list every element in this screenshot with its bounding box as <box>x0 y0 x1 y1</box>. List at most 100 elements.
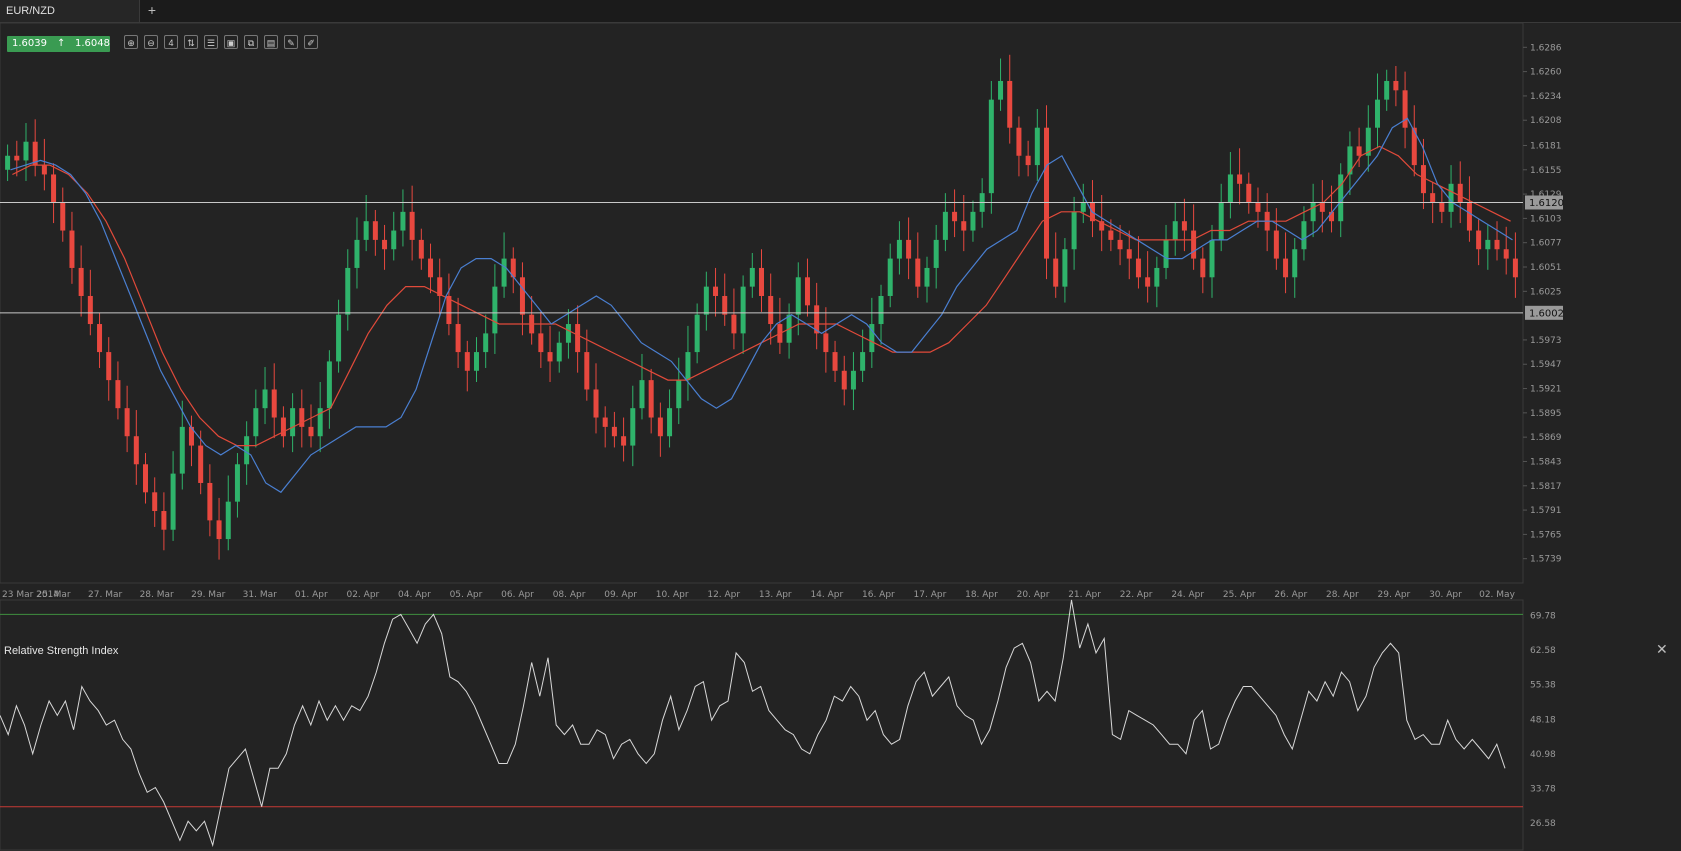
price-tick-label: 1.6260 <box>1530 68 1562 78</box>
candle-body <box>161 511 167 530</box>
ask-price: 1.6048 <box>75 38 110 49</box>
candle-body <box>722 295 728 315</box>
price-tick-label: 1.5765 <box>1530 530 1562 540</box>
price-tick-label: 1.6286 <box>1530 43 1562 53</box>
candle-body <box>933 239 939 268</box>
candle-body <box>906 239 912 259</box>
candle-body <box>354 239 360 268</box>
price-tick-label: 1.5921 <box>1530 385 1562 395</box>
zoom-out-icon[interactable]: ⊖ <box>144 35 158 49</box>
candle-body <box>814 305 820 334</box>
candle-body <box>804 277 810 306</box>
candle-body <box>768 295 774 325</box>
candle-body <box>942 211 948 240</box>
candle-body <box>382 239 388 250</box>
candle-body <box>51 174 57 203</box>
candle-body <box>1181 221 1187 231</box>
rsi-tick-label: 26.58 <box>1530 819 1556 829</box>
candle-body <box>446 295 452 325</box>
date-label: 23 Mar 2014 <box>2 590 59 600</box>
period-icon[interactable]: 4 <box>164 35 178 49</box>
candle-body <box>795 277 801 315</box>
candle-body <box>1347 146 1353 175</box>
date-label: 05. Apr <box>450 590 483 600</box>
candle-body <box>593 389 599 418</box>
candle-body <box>510 258 516 278</box>
candle-body <box>1099 221 1105 231</box>
candle-body <box>1439 202 1445 212</box>
quote-box[interactable]: 1.6039 ↑ 1.6048 <box>7 36 110 52</box>
date-label: 06. Apr <box>501 590 534 600</box>
candle-body <box>1466 202 1472 231</box>
candle-body <box>1402 90 1408 128</box>
candle-body <box>188 426 194 446</box>
candle-body <box>317 408 323 437</box>
candle-body <box>1117 239 1123 250</box>
candle-body <box>207 482 213 521</box>
candle-body <box>152 492 158 512</box>
candle-body <box>1080 202 1086 212</box>
price-tick-label: 1.6103 <box>1530 214 1562 224</box>
add-tab-button[interactable]: + <box>147 2 157 18</box>
candle-body <box>1430 193 1436 203</box>
date-label: 25. Mar <box>36 590 70 600</box>
date-label: 20. Apr <box>1017 590 1050 600</box>
tab-eur-nzd[interactable]: EUR/NZD <box>0 0 140 22</box>
candle-body <box>1384 80 1390 100</box>
candle-body <box>685 352 691 381</box>
candle-body <box>519 277 525 315</box>
price-tick-label: 1.5895 <box>1530 409 1562 419</box>
candles-icon[interactable]: ⇅ <box>184 35 198 49</box>
candle-body <box>143 464 149 493</box>
candle-body <box>1273 230 1279 259</box>
candle-body <box>961 221 967 231</box>
draw-icon[interactable]: ✎ <box>284 35 298 49</box>
horizontal-line-label: 1.6002 <box>1529 308 1564 319</box>
rsi-pane-frame <box>0 599 1524 851</box>
copy-icon[interactable]: ▤ <box>264 35 278 49</box>
candle-body <box>455 324 461 353</box>
candle-body <box>326 361 332 409</box>
candle-body <box>78 267 84 296</box>
candle-body <box>372 221 378 240</box>
candle-body <box>1329 211 1335 222</box>
date-label: 29. Mar <box>191 590 225 600</box>
candle-body <box>170 473 176 530</box>
date-label: 17. Apr <box>914 590 947 600</box>
candle-body <box>915 258 921 287</box>
chart-canvas[interactable]: 1.6120 1.6002 1.6286 1.6260 1.6234 1.6208 1.6… <box>0 23 1681 851</box>
zoom-in-icon[interactable]: ⊕ <box>124 35 138 49</box>
candle-body <box>1163 239 1169 268</box>
candle-body <box>400 211 406 231</box>
candle-body <box>630 408 636 446</box>
candle-body <box>1172 221 1178 240</box>
candle-body <box>621 436 627 446</box>
price-tick-label: 1.5947 <box>1530 360 1562 370</box>
candle-body <box>713 286 719 296</box>
candle-body <box>97 324 103 353</box>
price-tick-label: 1.5869 <box>1530 433 1562 443</box>
chart-type-icon[interactable]: ▣ <box>224 35 238 49</box>
edit-icon[interactable]: ✐ <box>304 35 318 49</box>
date-label: 02. May <box>1479 590 1515 600</box>
price-tick-label: 1.5791 <box>1530 506 1562 516</box>
candle-body <box>1016 127 1022 156</box>
indicators-icon[interactable]: ☰ <box>204 35 218 49</box>
close-rsi-icon[interactable]: ✕ <box>1656 641 1668 657</box>
price-tick-label: 1.6129 <box>1530 190 1562 200</box>
chart-area[interactable]: 1.6120 1.6002 1.6286 1.6260 1.6234 1.6208 1.6… <box>0 23 1681 851</box>
candle-body <box>703 286 709 315</box>
candle-body <box>1457 183 1463 203</box>
date-label: 28. Mar <box>140 590 174 600</box>
candle-body <box>262 389 268 409</box>
price-tick-label: 1.6208 <box>1530 116 1562 126</box>
candle-body <box>5 155 11 170</box>
template-icon[interactable]: ⧉ <box>244 35 258 49</box>
candle-body <box>198 445 204 483</box>
candle-body <box>667 408 673 437</box>
date-label: 22. Apr <box>1120 590 1153 600</box>
candle-body <box>896 239 902 259</box>
candle-body <box>1494 239 1500 250</box>
date-label: 09. Apr <box>604 590 637 600</box>
price-tick-label: 1.6077 <box>1530 239 1562 249</box>
